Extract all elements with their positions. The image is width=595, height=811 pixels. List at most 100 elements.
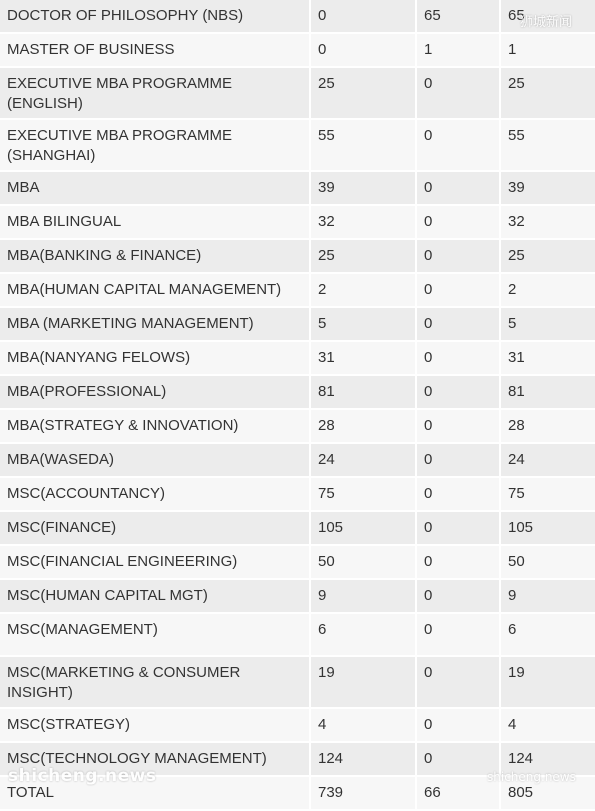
value-cell: 25 [311, 68, 417, 118]
table-row-total: TOTAL 739 66 805 [0, 777, 595, 811]
value-cell: 0 [417, 308, 501, 340]
value-cell: 28 [501, 410, 595, 442]
program-cell: MSC(STRATEGY) [0, 709, 311, 741]
table-row: EXECUTIVE MBA PROGRAMME (SHANGHAI) 55 0 … [0, 120, 595, 172]
value-cell: 5 [501, 308, 595, 340]
program-cell: MSC(MARKETING & CONSUMER INSIGHT) [0, 657, 311, 707]
value-cell: 0 [417, 478, 501, 510]
value-cell: 32 [311, 206, 417, 238]
value-cell: 124 [501, 743, 595, 775]
value-cell: 105 [311, 512, 417, 544]
value-cell: 75 [311, 478, 417, 510]
value-cell: 55 [501, 120, 595, 170]
program-cell: DOCTOR OF PHILOSOPHY (NBS) [0, 0, 311, 32]
value-cell: 0 [417, 376, 501, 408]
value-cell: 0 [417, 206, 501, 238]
value-cell: 32 [501, 206, 595, 238]
table-row: MBA(BANKING & FINANCE) 25 0 25 [0, 240, 595, 274]
value-cell: 81 [501, 376, 595, 408]
value-cell: 50 [501, 546, 595, 578]
program-cell: TOTAL [0, 777, 311, 809]
value-cell: 9 [311, 580, 417, 612]
value-cell: 0 [417, 274, 501, 306]
value-cell: 81 [311, 376, 417, 408]
value-cell: 24 [311, 444, 417, 476]
value-cell: 28 [311, 410, 417, 442]
program-cell: MBA(STRATEGY & INNOVATION) [0, 410, 311, 442]
value-cell: 9 [501, 580, 595, 612]
value-cell: 65 [501, 0, 595, 32]
program-cell: EXECUTIVE MBA PROGRAMME (SHANGHAI) [0, 120, 311, 170]
value-cell: 25 [311, 240, 417, 272]
table-row: MBA (MARKETING MANAGEMENT) 5 0 5 [0, 308, 595, 342]
table-row: MBA 39 0 39 [0, 172, 595, 206]
value-cell: 4 [311, 709, 417, 741]
table-row: MSC(MANAGEMENT) 6 0 6 [0, 614, 595, 657]
value-cell: 25 [501, 68, 595, 118]
table-row: MBA(WASEDA) 24 0 24 [0, 444, 595, 478]
value-cell: 0 [417, 614, 501, 655]
value-cell: 25 [501, 240, 595, 272]
value-cell: 39 [311, 172, 417, 204]
value-cell: 55 [311, 120, 417, 170]
value-cell: 75 [501, 478, 595, 510]
value-cell: 50 [311, 546, 417, 578]
value-cell: 739 [311, 777, 417, 809]
program-cell: MBA BILINGUAL [0, 206, 311, 238]
value-cell: 0 [417, 240, 501, 272]
value-cell: 0 [417, 580, 501, 612]
table-row: MSC(HUMAN CAPITAL MGT) 9 0 9 [0, 580, 595, 614]
value-cell: 105 [501, 512, 595, 544]
value-cell: 19 [311, 657, 417, 707]
table-row: MASTER OF BUSINESS 0 1 1 [0, 34, 595, 68]
program-cell: MBA(HUMAN CAPITAL MANAGEMENT) [0, 274, 311, 306]
value-cell: 0 [417, 657, 501, 707]
table-row: EXECUTIVE MBA PROGRAMME (ENGLISH) 25 0 2… [0, 68, 595, 120]
value-cell: 1 [417, 34, 501, 66]
value-cell: 2 [501, 274, 595, 306]
program-cell: MSC(ACCOUNTANCY) [0, 478, 311, 510]
value-cell: 65 [417, 0, 501, 32]
value-cell: 1 [501, 34, 595, 66]
value-cell: 0 [417, 68, 501, 118]
value-cell: 124 [311, 743, 417, 775]
table-row: MSC(MARKETING & CONSUMER INSIGHT) 19 0 1… [0, 657, 595, 709]
program-cell: MSC(TECHNOLOGY MANAGEMENT) [0, 743, 311, 775]
value-cell: 0 [417, 512, 501, 544]
value-cell: 19 [501, 657, 595, 707]
table-row: DOCTOR OF PHILOSOPHY (NBS) 0 65 65 [0, 0, 595, 34]
program-cell: MBA(WASEDA) [0, 444, 311, 476]
program-cell: MBA(BANKING & FINANCE) [0, 240, 311, 272]
value-cell: 5 [311, 308, 417, 340]
program-cell: MSC(MANAGEMENT) [0, 614, 311, 655]
program-cell: MSC(HUMAN CAPITAL MGT) [0, 580, 311, 612]
value-cell: 66 [417, 777, 501, 809]
program-cell: MSC(FINANCE) [0, 512, 311, 544]
program-cell: MBA [0, 172, 311, 204]
table-row: MBA BILINGUAL 32 0 32 [0, 206, 595, 240]
table-row: MBA(PROFESSIONAL) 81 0 81 [0, 376, 595, 410]
value-cell: 31 [311, 342, 417, 374]
value-cell: 0 [417, 410, 501, 442]
value-cell: 2 [311, 274, 417, 306]
value-cell: 0 [417, 444, 501, 476]
value-cell: 24 [501, 444, 595, 476]
table-row: MSC(FINANCE) 105 0 105 [0, 512, 595, 546]
value-cell: 805 [501, 777, 595, 809]
table-row: MSC(FINANCIAL ENGINEERING) 50 0 50 [0, 546, 595, 580]
value-cell: 0 [417, 743, 501, 775]
table-row: MSC(STRATEGY) 4 0 4 [0, 709, 595, 743]
table-row: MBA(NANYANG FELOWS) 31 0 31 [0, 342, 595, 376]
program-cell: MBA(NANYANG FELOWS) [0, 342, 311, 374]
value-cell: 31 [501, 342, 595, 374]
table-row: MSC(ACCOUNTANCY) 75 0 75 [0, 478, 595, 512]
value-cell: 39 [501, 172, 595, 204]
value-cell: 0 [417, 342, 501, 374]
program-cell: EXECUTIVE MBA PROGRAMME (ENGLISH) [0, 68, 311, 118]
value-cell: 0 [311, 34, 417, 66]
table-row: MBA(HUMAN CAPITAL MANAGEMENT) 2 0 2 [0, 274, 595, 308]
table-row: MBA(STRATEGY & INNOVATION) 28 0 28 [0, 410, 595, 444]
value-cell: 0 [417, 120, 501, 170]
program-cell: MBA (MARKETING MANAGEMENT) [0, 308, 311, 340]
